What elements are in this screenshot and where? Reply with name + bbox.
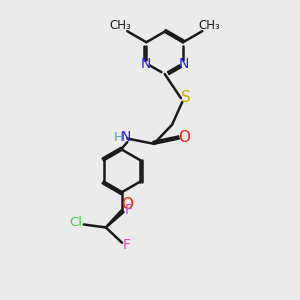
Text: CH₃: CH₃ (199, 20, 220, 32)
Text: CH₃: CH₃ (109, 20, 131, 32)
Text: F: F (123, 238, 131, 251)
Text: N: N (120, 130, 131, 144)
Text: N: N (141, 57, 151, 71)
Text: O: O (178, 130, 190, 145)
Text: H: H (114, 130, 124, 143)
Text: N: N (178, 57, 189, 71)
Text: Cl: Cl (69, 216, 82, 229)
Text: F: F (124, 203, 132, 218)
Text: O: O (121, 197, 133, 212)
Text: S: S (181, 90, 190, 105)
